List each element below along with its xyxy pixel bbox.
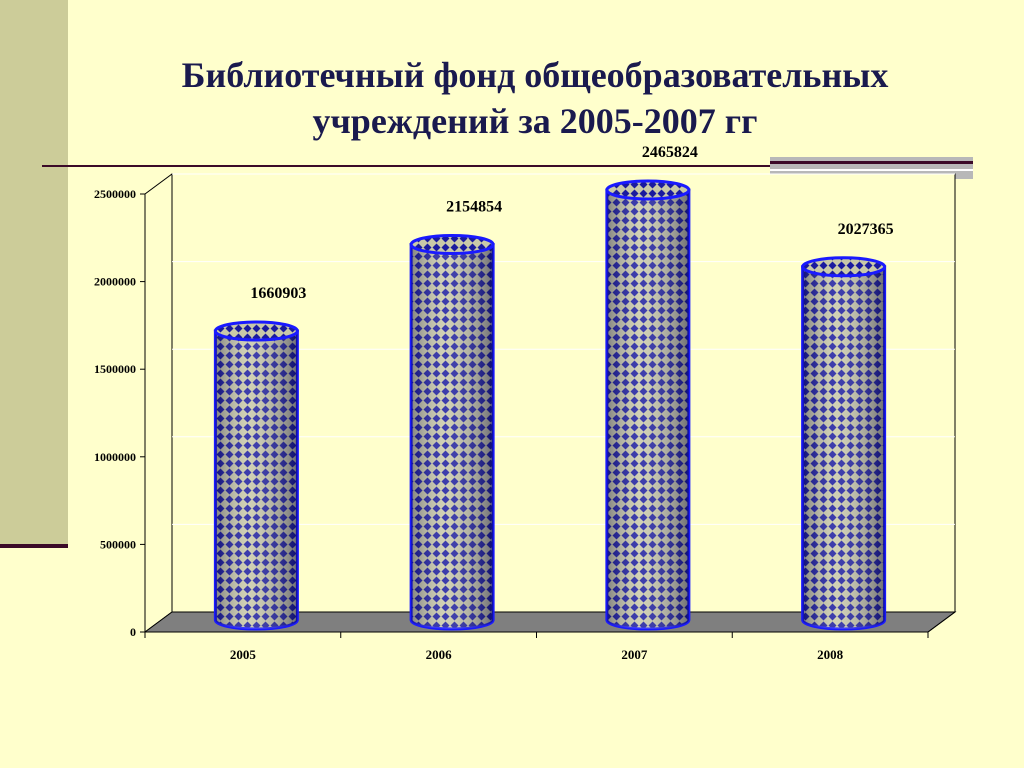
x-tick-label: 2005 — [230, 647, 257, 662]
cylinder-top — [213, 320, 299, 342]
x-tick-label: 2007 — [621, 647, 648, 662]
cylinder-shade — [802, 266, 885, 630]
cylinder-bar — [213, 320, 299, 631]
y-tick-label: 1500000 — [94, 362, 136, 376]
title-divider-rule — [42, 165, 972, 167]
cylinder-bar — [409, 233, 495, 631]
chart-bars — [213, 179, 887, 631]
cylinder-bar — [801, 256, 887, 631]
chart-labels: 1660903 2005 2154854 2006 2465824 2007 2027365… — [230, 144, 894, 662]
data-label: 2465824 — [642, 144, 698, 161]
cylinder-bar — [605, 179, 691, 631]
data-label: 2154854 — [446, 198, 502, 215]
cylinder-shade — [215, 331, 298, 630]
left-accent-band — [0, 0, 68, 547]
y-tick-label: 2000000 — [94, 275, 136, 289]
slide-title: Библиотечный фонд общеобразовательных уч… — [110, 52, 960, 144]
slide-title-line-2: учреждений за 2005-2007 гг — [312, 101, 758, 141]
left-accent-rule — [0, 544, 68, 548]
x-tick-label: 2008 — [817, 647, 844, 662]
y-tick-label: 1000000 — [94, 450, 136, 464]
cylinder-shade — [606, 189, 689, 630]
cylinder-top — [605, 179, 691, 201]
slide-title-line-1: Библиотечный фонд общеобразовательных — [181, 55, 889, 95]
cylinder-top — [801, 256, 887, 278]
cylinder-top — [409, 233, 495, 255]
y-tick-label: 500000 — [100, 537, 136, 551]
y-tick-label: 2500000 — [94, 187, 136, 201]
x-tick-label: 2006 — [426, 647, 453, 662]
chart-side-wall — [144, 173, 173, 633]
y-tick-label: 0 — [130, 625, 136, 639]
chart-walls — [143, 173, 957, 633]
floor-edge — [927, 611, 956, 633]
y-axis: 0 500000 1000000 1500000 2000000 2500000 — [94, 187, 956, 639]
data-label: 2027365 — [838, 221, 894, 238]
cylinder-shade — [411, 244, 494, 629]
data-label: 1660903 — [250, 285, 306, 302]
